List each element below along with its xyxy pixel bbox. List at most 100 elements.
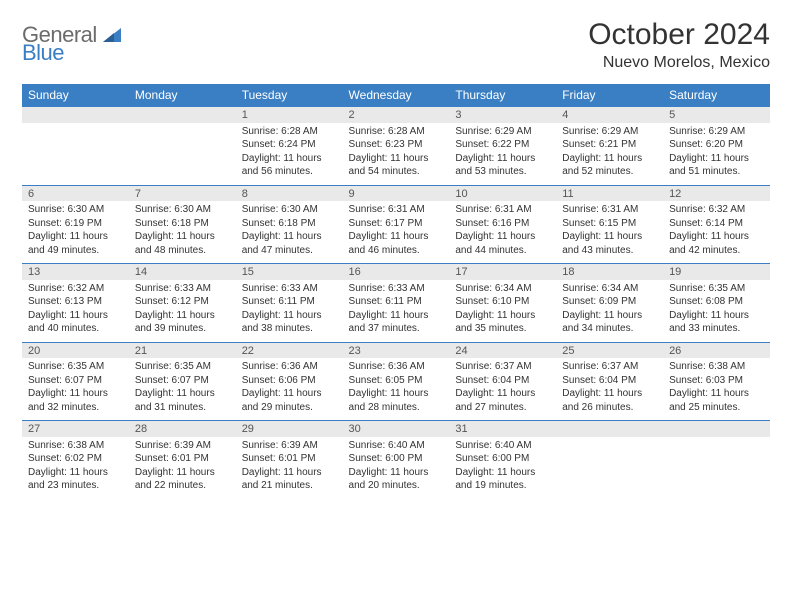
day-info-line: Sunset: 6:11 PM [242,295,337,309]
day-number-cell: 24 [449,342,556,358]
day-info-line: Sunset: 6:09 PM [562,295,657,309]
day-number-cell [663,421,770,437]
weekday-header: Thursday [449,84,556,107]
day-info-line: Sunrise: 6:38 AM [669,360,764,374]
day-info-line: Sunset: 6:10 PM [455,295,550,309]
day-content-cell: Sunrise: 6:39 AMSunset: 6:01 PMDaylight:… [129,437,236,499]
day-number-cell: 13 [22,264,129,280]
day-content-cell: Sunrise: 6:37 AMSunset: 6:04 PMDaylight:… [449,358,556,421]
day-number-cell: 14 [129,264,236,280]
day-info-line: Daylight: 11 hours and 56 minutes. [242,152,337,179]
day-info-line: Sunset: 6:06 PM [242,374,337,388]
day-info-line: Sunrise: 6:28 AM [242,125,337,139]
day-info-line: Daylight: 11 hours and 38 minutes. [242,309,337,336]
day-content-row: Sunrise: 6:35 AMSunset: 6:07 PMDaylight:… [22,358,770,421]
day-info-line: Sunset: 6:17 PM [349,217,444,231]
day-content-cell: Sunrise: 6:35 AMSunset: 6:08 PMDaylight:… [663,280,770,343]
day-info-line: Sunset: 6:07 PM [28,374,123,388]
day-number-cell: 30 [343,421,450,437]
title-block: October 2024 Nuevo Morelos, Mexico [588,18,770,72]
day-number-cell: 11 [556,185,663,201]
day-number-cell: 1 [236,107,343,123]
day-info-line: Sunrise: 6:36 AM [349,360,444,374]
day-number-cell: 5 [663,107,770,123]
day-content-cell: Sunrise: 6:38 AMSunset: 6:03 PMDaylight:… [663,358,770,421]
day-content-row: Sunrise: 6:38 AMSunset: 6:02 PMDaylight:… [22,437,770,499]
day-content-cell: Sunrise: 6:34 AMSunset: 6:09 PMDaylight:… [556,280,663,343]
day-number-cell [129,107,236,123]
day-content-cell: Sunrise: 6:38 AMSunset: 6:02 PMDaylight:… [22,437,129,499]
day-info-line: Daylight: 11 hours and 23 minutes. [28,466,123,493]
day-number-cell: 28 [129,421,236,437]
calendar-table: Sunday Monday Tuesday Wednesday Thursday… [22,84,770,499]
day-info-line: Daylight: 11 hours and 54 minutes. [349,152,444,179]
day-info-line: Sunset: 6:04 PM [562,374,657,388]
day-info-line: Sunset: 6:16 PM [455,217,550,231]
day-info-line: Daylight: 11 hours and 21 minutes. [242,466,337,493]
day-content-cell [663,437,770,499]
day-content-cell: Sunrise: 6:30 AMSunset: 6:19 PMDaylight:… [22,201,129,264]
day-content-cell: Sunrise: 6:29 AMSunset: 6:20 PMDaylight:… [663,123,770,186]
day-content-cell: Sunrise: 6:33 AMSunset: 6:12 PMDaylight:… [129,280,236,343]
day-info-line: Daylight: 11 hours and 42 minutes. [669,230,764,257]
day-info-line: Daylight: 11 hours and 32 minutes. [28,387,123,414]
day-info-line: Sunrise: 6:31 AM [349,203,444,217]
day-number-cell: 31 [449,421,556,437]
day-content-cell: Sunrise: 6:29 AMSunset: 6:22 PMDaylight:… [449,123,556,186]
day-number-cell: 6 [22,185,129,201]
day-info-line: Sunrise: 6:33 AM [349,282,444,296]
day-info-line: Sunset: 6:08 PM [669,295,764,309]
weekday-header: Wednesday [343,84,450,107]
weekday-header: Monday [129,84,236,107]
day-content-row: Sunrise: 6:30 AMSunset: 6:19 PMDaylight:… [22,201,770,264]
day-info-line: Sunrise: 6:39 AM [135,439,230,453]
day-info-line: Sunrise: 6:34 AM [455,282,550,296]
day-number-row: 20212223242526 [22,342,770,358]
day-info-line: Daylight: 11 hours and 33 minutes. [669,309,764,336]
day-info-line: Daylight: 11 hours and 48 minutes. [135,230,230,257]
day-info-line: Sunrise: 6:38 AM [28,439,123,453]
day-content-cell: Sunrise: 6:28 AMSunset: 6:23 PMDaylight:… [343,123,450,186]
day-info-line: Sunrise: 6:37 AM [562,360,657,374]
day-info-line: Daylight: 11 hours and 22 minutes. [135,466,230,493]
day-info-line: Daylight: 11 hours and 34 minutes. [562,309,657,336]
weekday-header-row: Sunday Monday Tuesday Wednesday Thursday… [22,84,770,107]
day-content-row: Sunrise: 6:28 AMSunset: 6:24 PMDaylight:… [22,123,770,186]
day-info-line: Sunrise: 6:36 AM [242,360,337,374]
day-info-line: Sunset: 6:05 PM [349,374,444,388]
day-info-line: Daylight: 11 hours and 43 minutes. [562,230,657,257]
month-title: October 2024 [588,18,770,52]
day-info-line: Daylight: 11 hours and 25 minutes. [669,387,764,414]
day-info-line: Daylight: 11 hours and 46 minutes. [349,230,444,257]
day-info-line: Sunset: 6:12 PM [135,295,230,309]
day-content-cell: Sunrise: 6:32 AMSunset: 6:14 PMDaylight:… [663,201,770,264]
day-content-cell: Sunrise: 6:31 AMSunset: 6:17 PMDaylight:… [343,201,450,264]
day-content-cell: Sunrise: 6:40 AMSunset: 6:00 PMDaylight:… [343,437,450,499]
day-info-line: Sunset: 6:01 PM [135,452,230,466]
day-info-line: Daylight: 11 hours and 51 minutes. [669,152,764,179]
day-info-line: Sunrise: 6:30 AM [28,203,123,217]
day-info-line: Sunset: 6:23 PM [349,138,444,152]
day-content-cell [556,437,663,499]
day-info-line: Sunset: 6:11 PM [349,295,444,309]
day-content-cell: Sunrise: 6:33 AMSunset: 6:11 PMDaylight:… [236,280,343,343]
day-number-cell: 26 [663,342,770,358]
weekday-header: Sunday [22,84,129,107]
day-info-line: Sunset: 6:18 PM [242,217,337,231]
day-content-cell: Sunrise: 6:33 AMSunset: 6:11 PMDaylight:… [343,280,450,343]
day-info-line: Sunrise: 6:31 AM [562,203,657,217]
day-info-line: Sunrise: 6:34 AM [562,282,657,296]
day-number-cell: 2 [343,107,450,123]
day-info-line: Sunrise: 6:29 AM [562,125,657,139]
day-info-line: Sunset: 6:02 PM [28,452,123,466]
day-content-cell: Sunrise: 6:36 AMSunset: 6:06 PMDaylight:… [236,358,343,421]
day-info-line: Daylight: 11 hours and 19 minutes. [455,466,550,493]
day-number-cell: 3 [449,107,556,123]
day-number-cell [556,421,663,437]
day-info-line: Sunset: 6:21 PM [562,138,657,152]
day-content-row: Sunrise: 6:32 AMSunset: 6:13 PMDaylight:… [22,280,770,343]
day-number-cell: 27 [22,421,129,437]
day-number-cell: 4 [556,107,663,123]
day-number-row: 12345 [22,107,770,123]
day-info-line: Sunrise: 6:35 AM [669,282,764,296]
